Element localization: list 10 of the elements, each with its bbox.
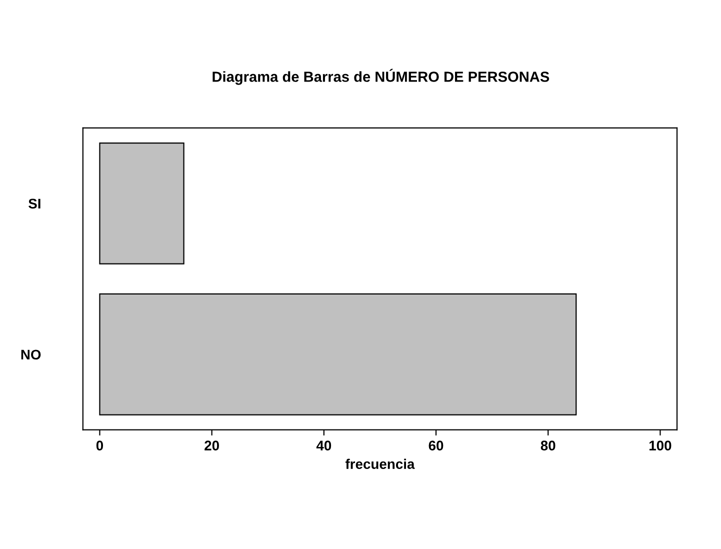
x-tick-label: 20 (204, 440, 219, 450)
y-tick-label: NO (21, 350, 41, 360)
chart-title: Diagrama de Barras de NÚMERO DE PERSONAS (212, 68, 550, 85)
x-axis-title: frecuencia (345, 458, 415, 469)
x-tick-label: 40 (316, 440, 332, 450)
x-tick-label: 0 (96, 440, 104, 450)
x-tick-label: 80 (540, 440, 556, 450)
x-tick-label: 60 (428, 440, 444, 450)
x-tick-label: 100 (649, 440, 672, 450)
y-tick-label: SI (28, 198, 40, 209)
